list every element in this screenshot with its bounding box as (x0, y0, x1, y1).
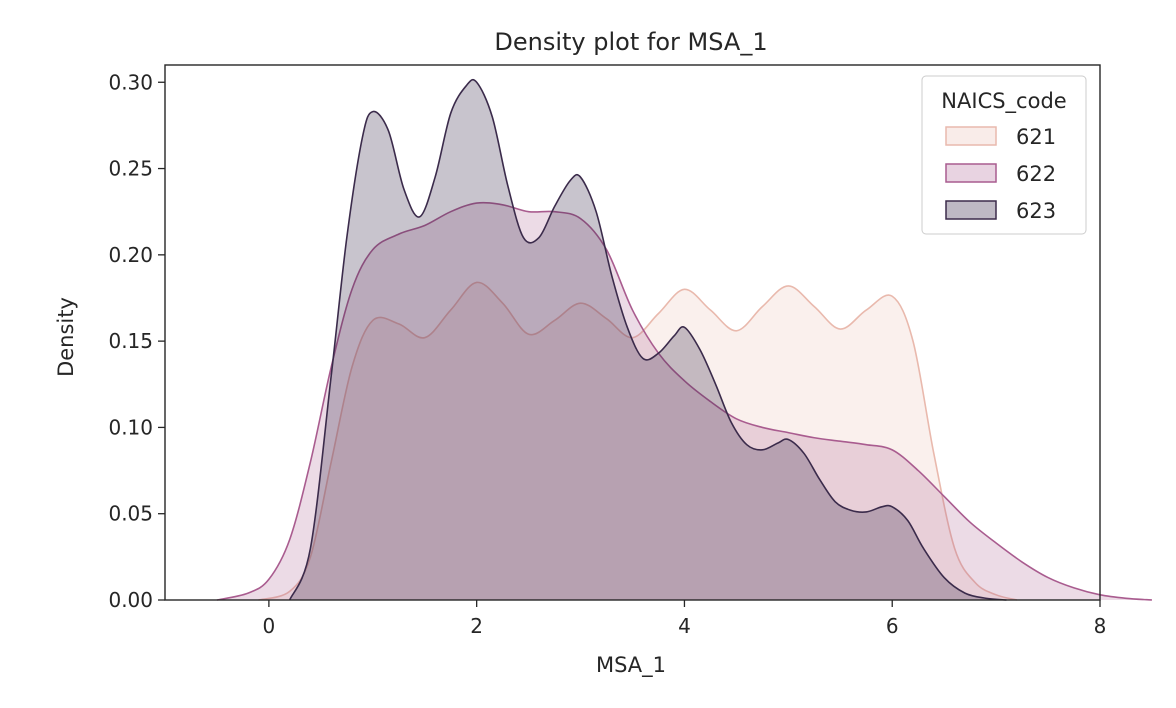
density-areas (216, 78, 1152, 601)
density-area-622 (216, 202, 1152, 600)
chart-title: Density plot for MSA_1 (494, 28, 767, 56)
x-tick-label: 2 (470, 614, 483, 638)
x-tick-label: 8 (1094, 614, 1107, 638)
y-tick-label: 0.30 (108, 70, 153, 94)
density-area-623 (289, 79, 1007, 600)
legend-swatch-623 (945, 200, 997, 220)
legend-swatch-621 (945, 126, 997, 146)
y-axis: 0.00 0.05 0.10 0.15 0.20 0.25 0.30 (108, 70, 165, 612)
x-tick-label: 0 (263, 614, 276, 638)
y-tick-label: 0.05 (108, 502, 153, 526)
legend-label-621: 621 (1016, 125, 1056, 149)
x-tick-label: 6 (886, 614, 899, 638)
density-area-621 (258, 282, 1017, 600)
y-tick-label: 0.20 (108, 243, 153, 267)
x-axis-title: MSA_1 (596, 653, 666, 678)
legend-label-622: 622 (1016, 162, 1056, 186)
x-axis: 0 2 4 6 8 (263, 600, 1107, 638)
y-tick-label: 0.25 (108, 157, 153, 181)
legend-title: NAICS_code (941, 89, 1066, 114)
legend: NAICS_code 621 622 623 (921, 75, 1087, 235)
plot-frame (164, 64, 1101, 601)
y-tick-label: 0.15 (108, 329, 153, 353)
legend-swatch-622 (945, 163, 997, 183)
x-tick-label: 4 (678, 614, 691, 638)
density-line-621 (258, 281, 1018, 601)
legend-label-623: 623 (1016, 199, 1056, 223)
y-tick-label: 0.10 (108, 415, 153, 439)
density-line-623 (288, 78, 1007, 601)
legend-box (921, 75, 1087, 235)
legend-items: 621 622 623 (945, 125, 1056, 223)
y-tick-label: 0.00 (108, 588, 153, 612)
density-line-622 (216, 201, 1152, 601)
y-axis-title: Density (54, 297, 78, 377)
